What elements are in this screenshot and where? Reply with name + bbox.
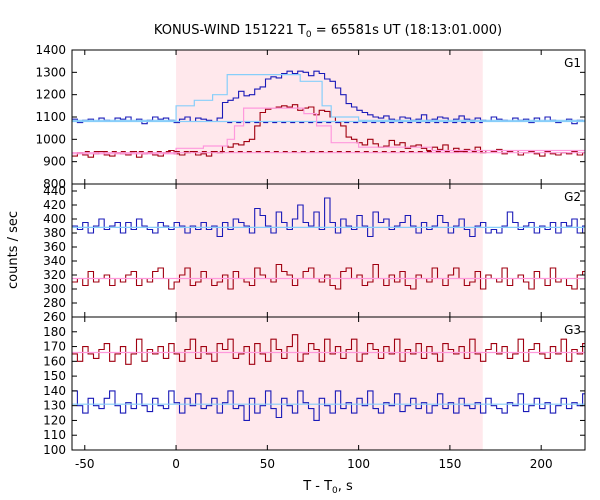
x-tick-label: 200 <box>530 457 553 471</box>
y-tick-label: 900 <box>43 155 66 169</box>
y-tick-label: 180 <box>43 325 66 339</box>
y-tick-label: 1100 <box>35 110 66 124</box>
y-tick-label: 300 <box>43 282 66 296</box>
y-tick-label: 150 <box>43 369 66 383</box>
y-tick-label: 260 <box>43 310 66 324</box>
y-tick-label: 120 <box>43 413 66 427</box>
panel-frame <box>71 316 586 451</box>
panel-g1: 800 900 1000 1100 1200 1300 1400 G1 <box>35 43 586 191</box>
y-tick-label: 420 <box>43 198 66 212</box>
series-high <box>72 70 585 125</box>
y-tick-label: 280 <box>43 296 66 310</box>
panel-label: G3 <box>564 323 581 337</box>
series-high <box>72 197 585 238</box>
y-tick-label: 440 <box>43 184 66 198</box>
shaded-interval <box>176 184 483 317</box>
series-low-smooth <box>72 107 585 155</box>
chart-title: KONUS-WIND 151221 T0 = 65581s UT (18:13:… <box>154 23 502 40</box>
chart-title-rest: = 65581s UT (18:13:01.000) <box>312 23 502 38</box>
y-tick-label: 1000 <box>35 132 66 146</box>
y-tick-label: 1300 <box>35 65 66 79</box>
plot-area: 80090010001100120013001400G1260280300320… <box>35 43 586 471</box>
x-axis-label-subscript: 0 <box>332 486 338 496</box>
y-tick-label: 360 <box>43 240 66 254</box>
y-tick-label: 400 <box>43 212 66 226</box>
y-tick-label: 800 <box>43 177 66 191</box>
y-tick-label: 340 <box>43 254 66 268</box>
y-tick-label: 100 <box>43 443 66 457</box>
panel-label: G1 <box>564 56 581 70</box>
shaded-interval <box>176 317 483 450</box>
shaded-interval <box>176 50 483 184</box>
y-tick-label: 320 <box>43 268 66 282</box>
x-tick-label: -50 <box>75 457 95 471</box>
y-tick-label: 1200 <box>35 88 66 102</box>
x-tick-label: 150 <box>438 457 461 471</box>
x-axis-label-rest: , s <box>338 479 353 494</box>
y-axis-label: counts / sec <box>6 211 21 289</box>
x-tick-label: 100 <box>347 457 370 471</box>
chart-title-subscript: 0 <box>306 30 312 40</box>
y-tick-label: 160 <box>43 354 66 368</box>
x-tick-label: 0 <box>172 457 180 471</box>
panel-label: G2 <box>564 190 581 204</box>
x-axis-label: T - T0, s <box>302 479 353 496</box>
x-tick-label: 50 <box>260 457 275 471</box>
y-tick-label: 130 <box>43 399 66 413</box>
y-tick-label: 1400 <box>35 43 66 57</box>
series-low <box>72 263 585 290</box>
y-tick-label: 170 <box>43 340 66 354</box>
y-tick-label: 140 <box>43 384 66 398</box>
y-tick-label: 380 <box>43 226 66 240</box>
series-high-smooth <box>72 74 585 121</box>
y-tick-label: 110 <box>43 428 66 442</box>
x-axis-label-main: T - T <box>302 479 332 494</box>
chart-title-main: KONUS-WIND 151221 T <box>154 23 306 38</box>
